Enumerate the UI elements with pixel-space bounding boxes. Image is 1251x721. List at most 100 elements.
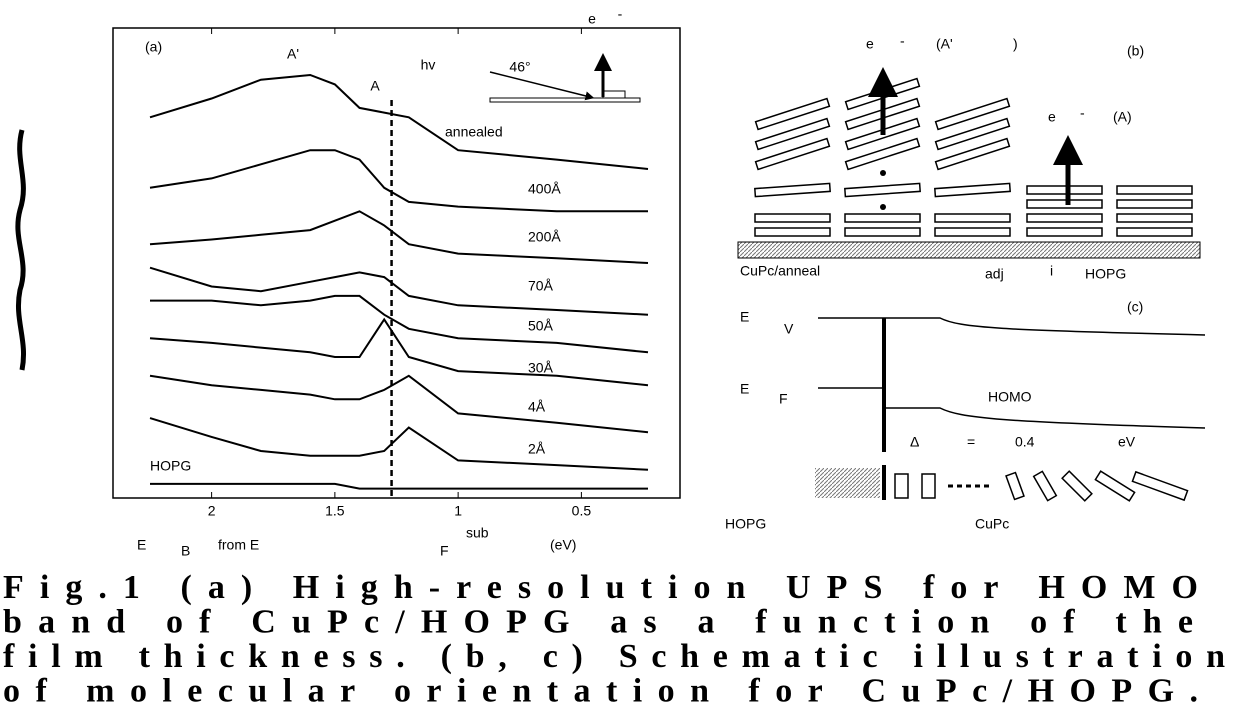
diagram-text: adj: [985, 266, 1004, 282]
diagram-text: ): [1013, 36, 1018, 52]
diagram-text: E: [740, 381, 749, 397]
annotation: -: [618, 6, 623, 22]
diagram-text: i: [1050, 263, 1053, 279]
molecule: [921, 473, 936, 499]
spectrum-line: [149, 210, 649, 264]
diagram-text: CuPc: [975, 516, 1009, 532]
diagram-text: -: [1080, 105, 1085, 121]
molecule: [844, 182, 921, 198]
x-axis-label: (eV): [550, 537, 576, 553]
x-axis-label: F: [440, 543, 449, 559]
molecule: [894, 473, 909, 499]
side-mark: [15, 129, 27, 371]
series-label: 4Å: [528, 399, 546, 415]
x-tick-label: 1.5: [325, 503, 345, 519]
series-label: annealed: [445, 124, 503, 140]
spectrum-line: [150, 294, 649, 354]
molecule: [1094, 470, 1136, 502]
molecule: [934, 213, 1011, 223]
molecule: [844, 137, 921, 171]
caption-line: Fig.1 (a) High-resolution UPS for HOMO: [3, 569, 1198, 606]
x-tick-label: 2: [208, 503, 216, 519]
molecule: [754, 97, 831, 131]
x-axis-label: sub: [466, 525, 489, 541]
molecule: [934, 117, 1011, 151]
diagram-text: F: [779, 391, 788, 407]
annotation: e: [588, 11, 596, 27]
molecule: [754, 227, 831, 237]
series-label: 50Å: [528, 318, 554, 334]
panel-label: (c): [1127, 299, 1143, 315]
dot: [880, 170, 886, 176]
x-tick-label: 0.5: [572, 503, 592, 519]
series-label: 30Å: [528, 360, 554, 376]
series-label: 400Å: [528, 181, 561, 197]
molecule: [934, 97, 1011, 131]
molecule: [844, 227, 921, 237]
diagram-text: CuPc/anneal: [740, 263, 820, 279]
diagram-text: 0.4: [1015, 434, 1035, 450]
molecule: [1116, 227, 1193, 237]
x-axis-label: from E: [218, 537, 259, 553]
molecule: [754, 213, 831, 223]
spectrum-line: [150, 482, 648, 490]
molecule: [1026, 213, 1103, 223]
diagram-text: eV: [1118, 434, 1136, 450]
diagram-text: e: [866, 36, 874, 52]
diagram-text: HOPG: [725, 516, 766, 532]
diagram-text: (A': [936, 36, 953, 52]
molecule: [1131, 470, 1189, 502]
diagram-text: e: [1048, 109, 1056, 125]
molecule: [1026, 185, 1103, 195]
molecule: [1116, 185, 1193, 195]
panel-label: (a): [145, 39, 162, 55]
spectrum-line: [149, 317, 649, 387]
inset-sample: [602, 90, 626, 99]
molecule: [1061, 470, 1093, 502]
caption-line: of molecular orientation for CuPc/HOPG.: [3, 672, 1198, 709]
molecule: [934, 182, 1011, 198]
molecule: [754, 182, 831, 198]
level-line: [818, 317, 1206, 336]
x-tick-label: 1: [454, 503, 462, 519]
spectrum-line: [149, 266, 649, 316]
inset-beam: [489, 71, 595, 101]
molecule: [1032, 470, 1058, 502]
spectrum-line: [149, 374, 649, 434]
substrate: [815, 468, 880, 498]
annotation: A': [287, 46, 299, 62]
molecule: [754, 137, 831, 171]
x-axis-label: B: [181, 543, 190, 559]
level-line: [884, 407, 1206, 429]
diagram-text: (A): [1113, 109, 1132, 125]
annotation: hv: [421, 57, 436, 73]
diagram-text: HOMO: [988, 389, 1032, 405]
molecule: [754, 117, 831, 151]
panel-label: (b): [1127, 43, 1144, 59]
molecule: [1026, 199, 1103, 209]
molecule: [1026, 227, 1103, 237]
spectrum-line: [149, 73, 649, 170]
spectrum-line: [149, 149, 648, 213]
molecule: [1116, 199, 1193, 209]
series-label: 70Å: [528, 278, 554, 294]
molecule: [934, 227, 1011, 237]
diagram-text: =: [967, 434, 975, 450]
diagram-text: Δ: [910, 434, 919, 450]
diagram-text: HOPG: [1085, 266, 1126, 282]
caption-line: film thickness. (b, c) Schematic illustr…: [3, 638, 1225, 675]
caption-line: band of CuPc/HOPG as a function of the: [3, 603, 1193, 640]
spectrum-line: [149, 417, 649, 471]
molecule: [934, 137, 1011, 171]
diagram-text: V: [784, 321, 794, 337]
x-axis-label: E: [137, 537, 146, 553]
annotation: A: [370, 78, 380, 94]
substrate: [737, 241, 1201, 259]
plot-frame: [112, 27, 681, 499]
molecule: [844, 213, 921, 223]
series-label: HOPG: [150, 458, 191, 474]
series-label: 2Å: [528, 441, 546, 457]
inset-substrate: [489, 97, 641, 103]
